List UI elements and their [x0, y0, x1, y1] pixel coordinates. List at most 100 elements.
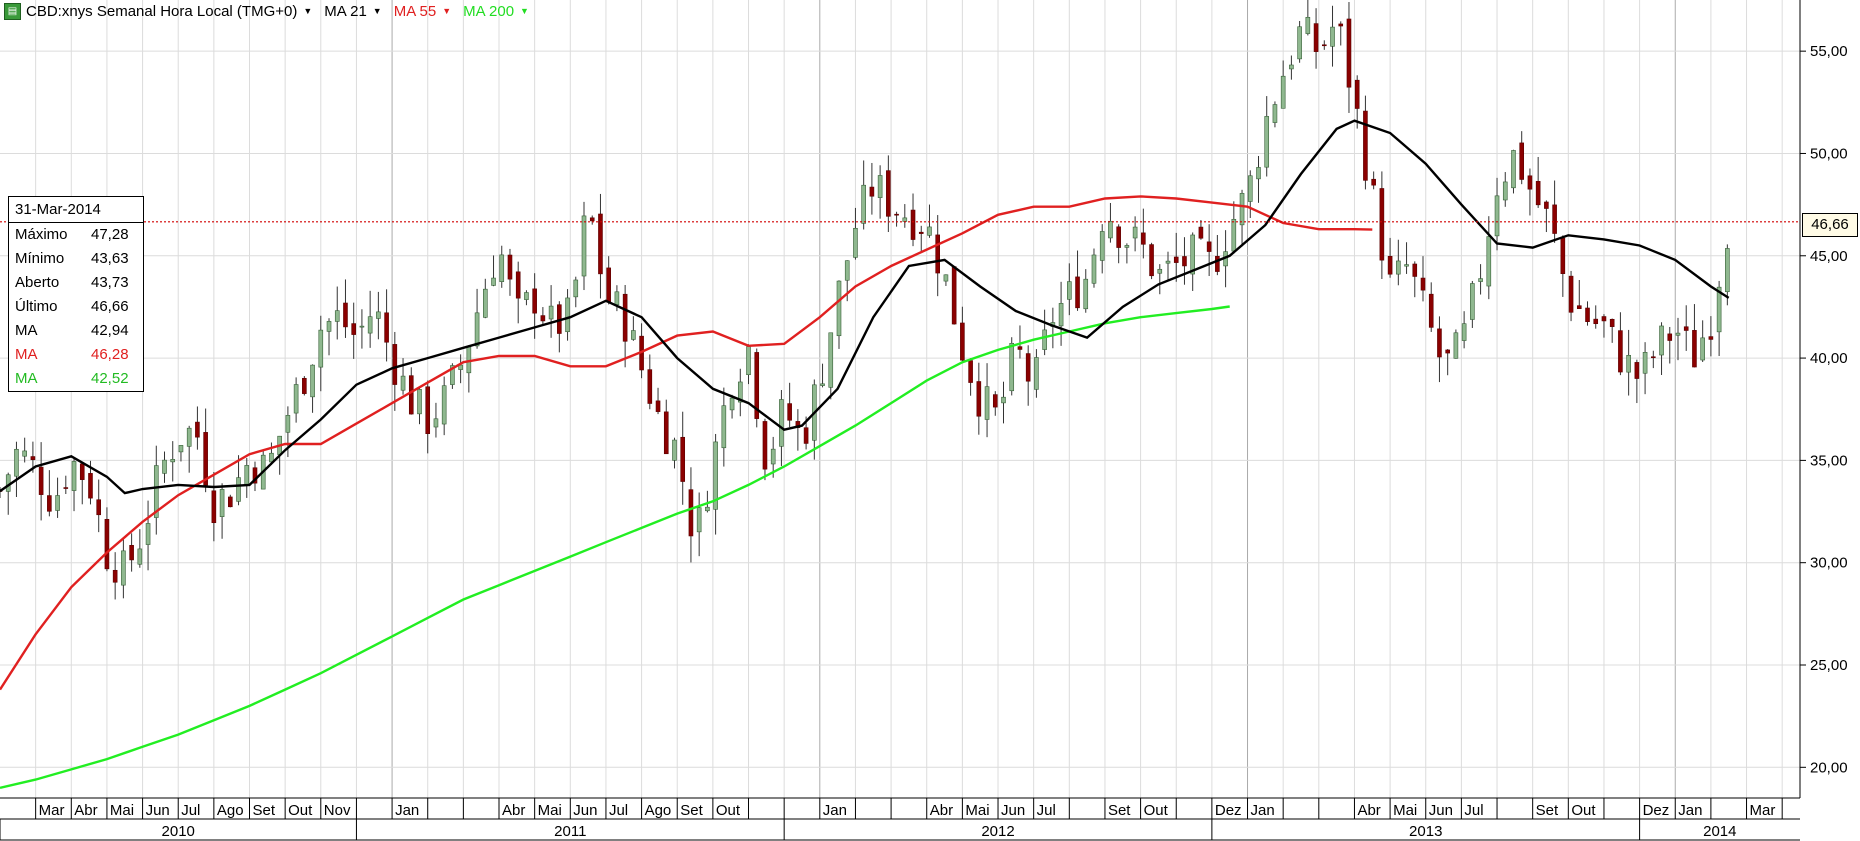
candle	[153, 465, 159, 518]
y-tick-label: 55,00	[1810, 43, 1848, 60]
x-tick-label: Nov	[324, 802, 351, 819]
x-tick-label: Abr	[74, 802, 97, 819]
ma55-label[interactable]: MA 55	[393, 2, 437, 20]
candle	[1609, 318, 1615, 327]
candle	[705, 506, 710, 512]
info-date: 31-Mar-2014	[9, 197, 143, 223]
chart-type-icon[interactable]: ▤	[4, 3, 21, 20]
candle	[1560, 237, 1566, 274]
y-tick-label: 40,00	[1810, 350, 1848, 367]
candle	[1667, 333, 1673, 341]
candle	[1017, 346, 1023, 350]
candle	[1116, 226, 1121, 248]
candle	[1396, 260, 1401, 275]
candle	[14, 448, 19, 477]
candle	[540, 315, 546, 322]
candle	[1289, 64, 1294, 70]
x-tick-label: Abr	[930, 802, 953, 819]
chevron-down-icon[interactable]: ▼	[303, 6, 313, 16]
candle	[1321, 44, 1327, 47]
candle	[1149, 244, 1154, 277]
candle	[1215, 255, 1220, 272]
candle	[803, 427, 809, 444]
candle	[450, 365, 455, 385]
candle	[836, 280, 842, 337]
candle	[532, 288, 537, 314]
x-tick-label: Jan	[1251, 802, 1275, 819]
candle	[195, 421, 200, 438]
candle	[779, 399, 784, 447]
candle	[1535, 181, 1541, 206]
candle	[1305, 16, 1311, 34]
candle	[1585, 307, 1590, 322]
candle	[1626, 355, 1631, 373]
x-tick-label: Dez	[1643, 802, 1670, 819]
ma21-label[interactable]: MA 21	[324, 2, 367, 20]
candle	[1124, 245, 1130, 248]
candle	[417, 389, 422, 415]
candle	[1437, 328, 1442, 358]
candle	[1330, 26, 1335, 47]
candle	[1470, 283, 1475, 320]
candle	[302, 377, 307, 394]
candle	[1642, 352, 1648, 374]
candle	[976, 381, 982, 417]
info-label: Máximo	[15, 226, 68, 243]
candle	[1198, 226, 1204, 239]
x-tick-label: Mar	[1750, 802, 1776, 819]
candle	[573, 279, 579, 298]
candle	[351, 323, 356, 335]
candle	[310, 364, 315, 398]
x-tick-label: Jul	[1037, 802, 1056, 819]
candle	[927, 226, 932, 236]
candle	[647, 369, 653, 404]
info-value: 47,28	[91, 226, 129, 243]
candle	[129, 545, 134, 561]
candle	[1058, 303, 1064, 327]
info-value: 46,66	[91, 298, 129, 315]
candle	[1601, 316, 1607, 322]
x-tick-label: Set	[253, 802, 276, 819]
candle	[1659, 325, 1664, 356]
chevron-down-icon[interactable]: ▼	[520, 6, 529, 16]
candle	[1025, 353, 1031, 382]
candle	[1486, 236, 1492, 287]
candle	[1511, 150, 1516, 189]
candle	[1387, 255, 1393, 275]
candle	[507, 254, 513, 280]
candle	[121, 550, 126, 586]
candle	[1453, 332, 1459, 359]
candle	[22, 450, 27, 457]
candle	[1009, 342, 1015, 392]
candle	[1297, 26, 1302, 60]
candle	[688, 489, 694, 537]
chevron-down-icon[interactable]: ▼	[372, 6, 382, 16]
candle	[334, 310, 340, 322]
candle	[1083, 278, 1089, 310]
symbol-title[interactable]: CBD:xnys Semanal Hora Local (TMG+0)	[26, 2, 298, 20]
candle	[1412, 263, 1418, 277]
candle	[1725, 248, 1730, 293]
candle	[1247, 175, 1253, 202]
candle	[499, 254, 505, 282]
x-tick-label: Jun	[573, 802, 597, 819]
candle	[622, 293, 628, 342]
x-tick-label: Mai	[110, 802, 134, 819]
candle	[1182, 256, 1187, 267]
candle	[935, 234, 940, 274]
x-tick-label: Dez	[1215, 802, 1242, 819]
chevron-down-icon[interactable]: ▼	[442, 6, 452, 16]
ma200-label[interactable]: MA 200	[463, 2, 515, 20]
candle	[581, 215, 587, 277]
candle	[63, 487, 69, 489]
candle	[524, 292, 529, 300]
candle	[285, 415, 291, 433]
candle	[696, 507, 702, 533]
info-label: MA	[15, 370, 38, 387]
candle	[1272, 104, 1278, 123]
candle	[491, 277, 496, 286]
x-tick-label: Out	[716, 802, 741, 819]
x-tick-label: Jan	[1678, 802, 1702, 819]
candle	[746, 346, 751, 376]
